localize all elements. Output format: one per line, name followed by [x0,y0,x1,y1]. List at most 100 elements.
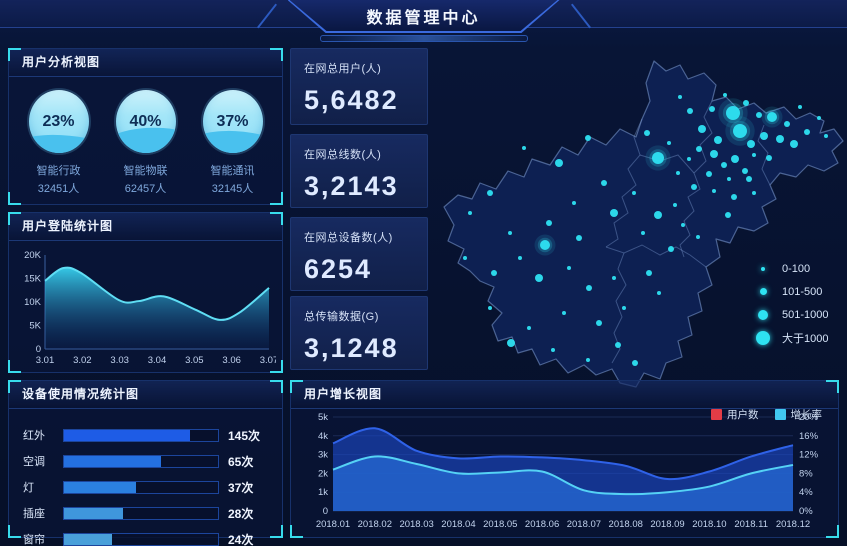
gauge-name: 智能物联 [123,165,168,177]
stat-card-total-users: 在网总用户(人) 5,6482 [290,48,428,125]
svg-text:2018.10: 2018.10 [692,519,726,530]
gauge-admin: 23% 智能行政 32451人 [19,90,99,196]
svg-text:2018.01: 2018.01 [316,519,350,530]
map-legend-label: 501-1000 [782,308,829,321]
panel-title-login-stats: 用户登陆统计图 [9,213,282,241]
growth-area-chart: 0 0% 1k 4% 2k 8% 3k 12% 4k 16% 5k 20% 2018.01 2018.02… [297,409,833,542]
device-bar-row: 插座 28次 [23,500,268,526]
svg-text:0: 0 [36,344,41,355]
map-legend-item: 501-1000 [754,303,829,326]
device-bar-row: 灯 37次 [23,474,268,500]
svg-text:3k: 3k [318,450,328,461]
svg-text:2018.07: 2018.07 [567,519,601,530]
liquid-gauge-circle: 40% [115,90,176,153]
svg-text:3.02: 3.02 [73,355,92,366]
svg-text:1k: 1k [318,487,328,498]
device-bar-track [63,480,219,494]
map-legend-dot [758,309,768,320]
region-bubble-map: 0-100 101-500 501-1000 大于1000 [428,45,847,390]
map-legend-dot [761,266,765,271]
device-bar-track [63,532,219,546]
svg-text:16%: 16% [799,431,819,442]
legend-label: 用户数 [727,409,759,421]
svg-text:3.03: 3.03 [110,355,128,366]
svg-text:20K: 20K [24,250,42,261]
gauge-name: 智能通讯 [210,165,255,177]
stat-card-value: 3,2143 [304,171,399,201]
device-bar-track [63,428,219,442]
gauge-percent: 40% [129,112,162,130]
svg-text:20%: 20% [799,412,819,423]
device-bar-fill [64,507,123,519]
legend-swatch [711,409,722,420]
svg-text:8%: 8% [799,468,813,479]
gauge-count: 32145人 [211,183,254,195]
legend-swatch [774,409,786,420]
page-title: 数据管理中心 [366,9,481,27]
panel-login-stats: 用户登陆统计图 0 5K 10K 15K 20K 3.01 3.02 3.03 3.04 3.05… [8,212,283,373]
svg-text:2018.12: 2018.12 [776,519,810,530]
gauge-count: 32451人 [37,183,80,195]
device-bar-row: 空调 65次 [23,448,268,474]
panel-user-growth: 用户增长视图 用户数 增长率 0 0% 1k 4% 2k 8% 3k 12% 4k 16% 5k 20%… [290,380,839,538]
gauge-group: 23% 智能行政 32451人 40% 智能物联 62457人 37% 智能通讯 [9,77,282,196]
legend-label: 增长率 [790,409,823,421]
liquid-gauge-circle: 37% [202,90,263,153]
device-bar-row: 红外 145次 [23,422,268,448]
device-bar-fill [64,455,162,467]
liquid-gauge-circle: 23% [28,90,89,153]
svg-text:2018.09: 2018.09 [650,519,684,530]
svg-text:3.07: 3.07 [260,355,276,366]
svg-text:4k: 4k [318,431,328,442]
device-bar-track [63,506,219,520]
device-bar-label: 红外 [23,430,45,442]
map-canvas [428,45,847,395]
device-bar-label: 空调 [23,456,45,468]
legend-item-增长率[interactable]: 增长率 [774,407,823,422]
gauge-percent: 37% [216,112,249,130]
stat-card-label: 在网总线数(人) [304,149,382,161]
map-legend-label: 101-500 [782,285,823,298]
svg-text:3.04: 3.04 [148,355,167,366]
map-legend-item: 101-500 [754,280,829,303]
panel-title-user-analysis: 用户分析视图 [9,49,282,77]
map-legend-item: 大于1000 [754,326,829,349]
stat-card-value: 5,6482 [304,85,399,115]
device-bar-fill [64,429,191,441]
svg-text:3.01: 3.01 [36,355,55,366]
stat-card-total-data: 总传输数据(G) 3,1248 [290,296,428,370]
gauge-name: 智能行政 [36,165,81,177]
device-bar-value: 28次 [228,506,254,521]
device-usage-bar-chart: 红外 145次空调 65次灯 37次插座 28次 窗帘 24次 [9,409,282,546]
svg-text:10K: 10K [24,297,42,308]
svg-text:12%: 12% [799,450,819,461]
legend-item-用户数[interactable]: 用户数 [711,407,759,422]
device-bar-value: 65次 [228,454,254,469]
svg-text:2018.11: 2018.11 [734,519,768,530]
map-legend-label: 0-100 [782,262,811,275]
panel-title-user-growth: 用户增长视图 [291,381,838,409]
svg-text:5k: 5k [318,412,328,423]
svg-text:4%: 4% [799,487,813,498]
svg-text:2018.08: 2018.08 [609,519,643,530]
svg-text:2018.06: 2018.06 [525,519,559,530]
svg-text:5K: 5K [29,321,41,332]
svg-text:2018.04: 2018.04 [441,519,475,530]
device-bar-value: 37次 [228,480,254,495]
device-bar-label: 灯 [23,482,34,494]
map-legend-dot [759,288,767,295]
stat-card-value: 3,1248 [304,333,399,363]
gauge-iot: 40% 智能物联 62457人 [106,90,186,196]
svg-text:0%: 0% [799,506,813,517]
device-bar-row: 窗帘 24次 [23,526,268,546]
stat-card-value: 6254 [304,254,373,284]
svg-text:3.05: 3.05 [185,355,204,366]
svg-text:2018.05: 2018.05 [483,519,517,530]
svg-text:2018.03: 2018.03 [399,519,433,530]
svg-text:15K: 15K [24,274,42,285]
map-legend-label: 大于1000 [782,332,829,345]
gauge-count: 62457人 [124,183,167,195]
map-legend-item: 0-100 [754,257,829,280]
stat-card-total-devices: 在网总设备数(人) 6254 [290,217,428,291]
